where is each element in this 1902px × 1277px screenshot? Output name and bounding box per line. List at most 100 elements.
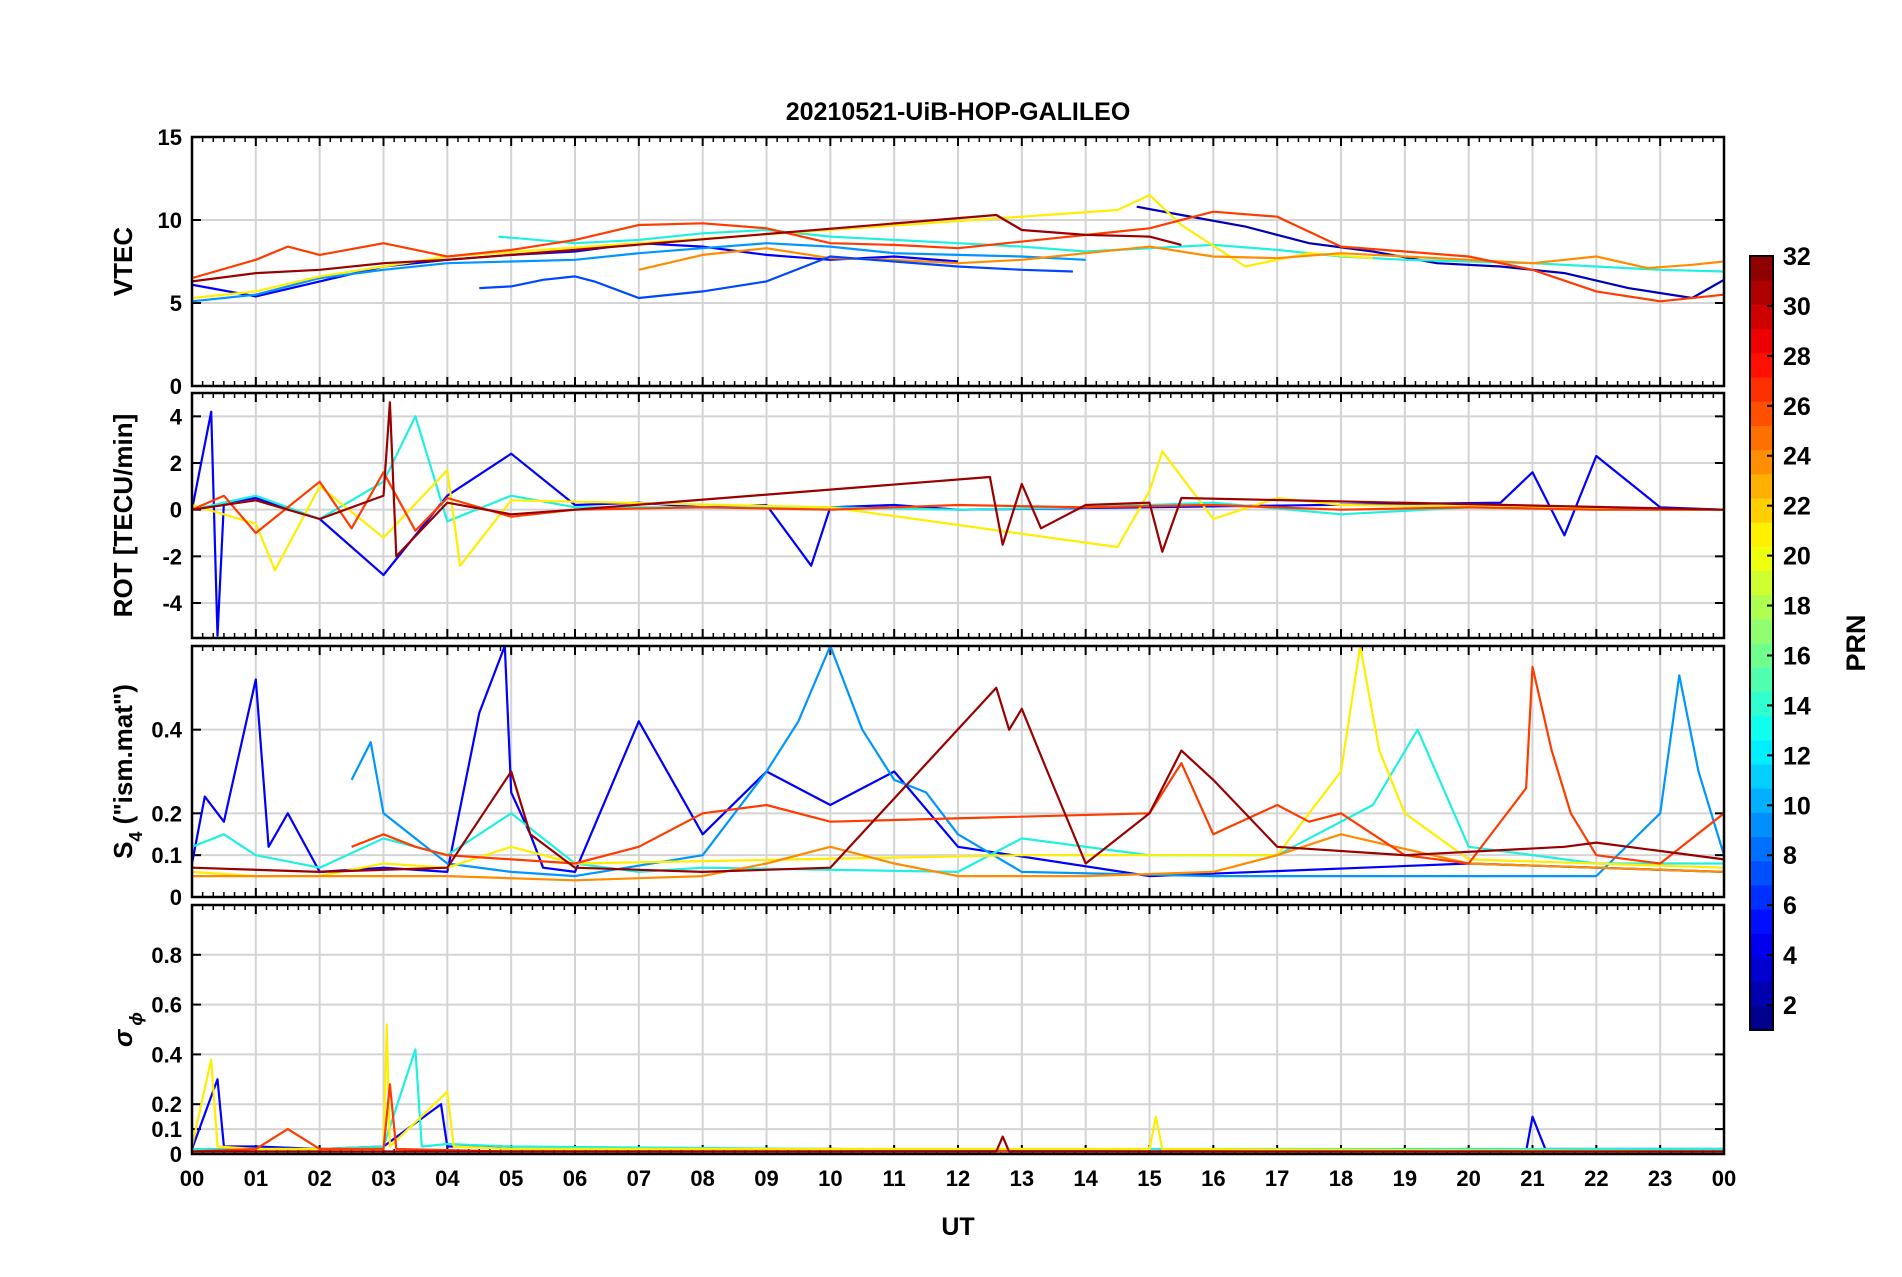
y-tick-label: 0.2 <box>151 1092 182 1117</box>
colorbar-tick-label: 32 <box>1783 243 1811 271</box>
series-line-prn-31 <box>192 686 1724 874</box>
colorbar-tick-label: 14 <box>1783 692 1811 720</box>
x-tick-label: 07 <box>627 1166 651 1191</box>
y-axis-label: ROT [TECU/min] <box>108 414 138 618</box>
y-tick-label: 0 <box>170 1142 182 1167</box>
series-line-prn-27 <box>192 210 1724 303</box>
colorbar-segment <box>1750 691 1773 717</box>
y-tick-label: 0.8 <box>151 943 182 968</box>
x-tick-label: 15 <box>1137 1166 1161 1191</box>
colorbar-segment <box>1750 788 1773 813</box>
series-line-prn-10 <box>192 242 1086 303</box>
y-tick-label: 10 <box>158 208 182 233</box>
series-group <box>192 194 1724 303</box>
x-tick-label: 19 <box>1393 1166 1417 1191</box>
series-line-prn-27 <box>351 665 1724 865</box>
colorbar-segment <box>1750 546 1773 572</box>
x-tick-label: 02 <box>307 1166 331 1191</box>
series-line-prn-20 <box>192 194 1373 300</box>
colorbar-segment <box>1750 570 1773 596</box>
x-tick-label: 18 <box>1329 1166 1353 1191</box>
y-axis-label: VTEC <box>108 227 138 297</box>
colorbar-tick-label: 26 <box>1783 393 1811 421</box>
colorbar-tick-label: 28 <box>1783 343 1811 371</box>
panel-1: 0 5 10 15 VTEC <box>108 125 1726 399</box>
colorbar-tick-label: 30 <box>1783 293 1811 321</box>
series-line-prn-31 <box>192 1135 1724 1153</box>
x-tick-label: 00 <box>180 1166 204 1191</box>
y-tick-label: 0.1 <box>151 1117 182 1142</box>
y-tick-label: 2 <box>170 451 182 476</box>
colorbar-label: PRN <box>1841 614 1871 671</box>
x-tick-label: 11 <box>883 1166 906 1191</box>
colorbar-segment <box>1750 256 1773 281</box>
colorbar-segment <box>1750 1005 1773 1031</box>
colorbar-segment <box>1750 715 1773 741</box>
x-tick-label: 01 <box>244 1166 268 1191</box>
colorbar-segment <box>1750 981 1773 1007</box>
series-line-prn-13 <box>192 728 1724 874</box>
colorbar-segment <box>1750 473 1773 499</box>
colorbar-tick-label: 12 <box>1783 742 1811 770</box>
colorbar-segment <box>1750 425 1773 451</box>
colorbar-tick-label: 20 <box>1783 543 1811 571</box>
x-tick-label: 09 <box>754 1166 778 1191</box>
x-tick-label: 08 <box>690 1166 714 1191</box>
y-tick-label: -4 <box>162 591 182 616</box>
y-tick-label: -2 <box>162 544 182 569</box>
colorbar-tick-label: 18 <box>1783 593 1811 621</box>
series-line-prn-3 <box>192 1078 1724 1153</box>
series-line-prn-31 <box>192 213 1182 283</box>
x-tick-label: 22 <box>1584 1166 1608 1191</box>
series-group <box>192 1023 1724 1153</box>
colorbar-segment <box>1750 763 1773 789</box>
axes-frame <box>190 903 1726 1156</box>
colorbar-tick-label: 2 <box>1783 992 1797 1020</box>
series-line-prn-20 <box>192 1023 1724 1153</box>
colorbar-segment <box>1750 618 1773 644</box>
y-axis-label: S4 ("ism.mat") <box>108 684 146 859</box>
colorbar-frame <box>1749 255 1774 1031</box>
y-tick-label: 0 <box>170 498 182 523</box>
x-tick-label: 21 <box>1520 1166 1544 1191</box>
x-axis-label: UT <box>941 1213 974 1241</box>
series-line-prn-5 <box>479 255 1073 300</box>
panel-3: 0 0.1 0.2 0.4S4 ("ism.mat") <box>108 644 1726 910</box>
series-line-prn-10 <box>350 646 1724 878</box>
series-line-prn-3 <box>192 242 959 298</box>
y-tick-label: 0 <box>170 374 182 399</box>
x-tick-label: 23 <box>1648 1166 1672 1191</box>
axes-frame <box>190 644 1726 899</box>
x-tick-label: 03 <box>371 1166 395 1191</box>
axes-frame <box>190 135 1726 388</box>
colorbar-segment <box>1750 812 1773 838</box>
x-tick-label: 10 <box>818 1166 842 1191</box>
colorbar-tick-label: 8 <box>1783 842 1797 870</box>
x-tick-label: 14 <box>1073 1166 1098 1191</box>
colorbar-segment <box>1750 860 1773 886</box>
x-tick-label: 20 <box>1456 1166 1480 1191</box>
colorbar-segment <box>1750 449 1773 475</box>
y-tick-label: 0 <box>170 885 182 910</box>
x-tick-label: 00 <box>1712 1166 1736 1191</box>
panel-4: 00.10.2 0.4 0.6 0.8 σϕ 00 01 02 03 04 05 06 07 08 09 10… <box>108 903 1736 1191</box>
colorbar-segment <box>1750 352 1773 378</box>
y-axis-label: σϕ <box>108 1012 146 1047</box>
colorbar-segment <box>1750 643 1773 668</box>
colorbar-segment <box>1750 836 1773 862</box>
series-line-prn-31 <box>192 401 1724 558</box>
colorbar-segment <box>1750 594 1773 620</box>
x-tick-label: 17 <box>1265 1166 1289 1191</box>
x-tick-label: 16 <box>1201 1166 1225 1191</box>
y-tick-label: 15 <box>158 125 182 150</box>
y-tick-label: 0.4 <box>151 718 182 743</box>
colorbar-tick-label: 10 <box>1783 792 1811 820</box>
chart-title: 20210521-UiB-HOP-GALILEO <box>786 98 1131 126</box>
colorbar-tick-label: 16 <box>1783 642 1811 670</box>
x-tick-label: 06 <box>563 1166 587 1191</box>
colorbar-tick-label: 6 <box>1783 892 1797 920</box>
colorbar-segment <box>1750 667 1773 692</box>
